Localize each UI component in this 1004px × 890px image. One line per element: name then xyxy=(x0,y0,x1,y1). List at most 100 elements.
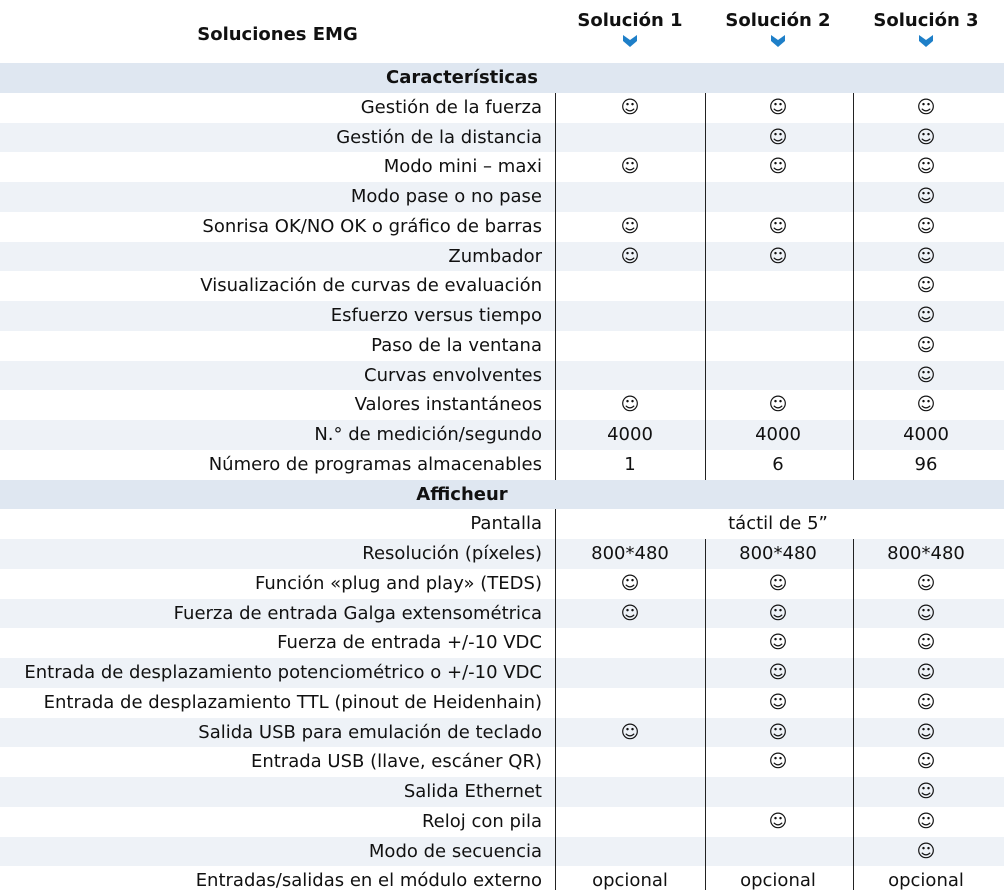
cell: 800*480 xyxy=(887,543,965,564)
column-divider xyxy=(853,717,854,748)
table-row: Visualización de curvas de evaluación ☺ xyxy=(0,271,1004,301)
column-divider xyxy=(705,122,706,153)
cell: ☺ xyxy=(916,840,936,862)
column-divider xyxy=(555,687,556,718)
table-row: Entrada USB (llave, escáner QR) ☺ ☺ xyxy=(0,747,1004,777)
column-divider xyxy=(853,211,854,242)
column-divider xyxy=(705,836,706,867)
cell: ☺ xyxy=(620,156,640,178)
row-label: Valores instantáneos xyxy=(354,394,542,416)
column-divider xyxy=(705,539,706,569)
column-divider xyxy=(705,449,706,480)
column-divider xyxy=(853,420,854,450)
cell: ☺ xyxy=(916,691,936,713)
cell: ☺ xyxy=(916,721,936,743)
column-divider xyxy=(705,598,706,629)
cell: ☺ xyxy=(916,632,936,654)
row-label: Resolución (píxeles) xyxy=(362,543,542,564)
cell: ☺ xyxy=(916,334,936,356)
cell: 4000 xyxy=(607,424,653,445)
row-label: Visualización de curvas de evaluación xyxy=(200,275,542,297)
column-divider xyxy=(555,420,556,450)
cell: opcional xyxy=(592,870,668,890)
cell: ☺ xyxy=(620,245,640,267)
column-divider xyxy=(705,390,706,420)
cell: ☺ xyxy=(916,186,936,207)
column-divider xyxy=(853,628,854,658)
column-divider xyxy=(705,628,706,658)
column-divider xyxy=(705,211,706,242)
cell: ☺ xyxy=(916,305,936,326)
column-divider xyxy=(853,777,854,807)
column-header: Solución 2 xyxy=(704,0,852,60)
column-divider xyxy=(555,836,556,867)
column-divider xyxy=(705,330,706,361)
table-row: Entrada de desplazamiento potenciométric… xyxy=(0,658,1004,688)
column-divider xyxy=(705,747,706,777)
row-label: Gestión de la fuerza xyxy=(360,96,542,118)
cell: opcional xyxy=(888,870,964,890)
column-divider xyxy=(555,806,556,837)
column-divider xyxy=(555,92,556,123)
column-divider xyxy=(853,836,854,867)
cell: ☺ xyxy=(916,602,936,624)
cell: ☺ xyxy=(620,602,640,624)
cell: ☺ xyxy=(916,275,936,297)
column-divider xyxy=(853,598,854,629)
column-divider xyxy=(705,687,706,718)
table-row: Gestión de la distancia ☺ ☺ xyxy=(0,122,1004,153)
cell: ☺ xyxy=(916,662,936,683)
column-divider xyxy=(705,92,706,123)
row-label: N.° de medición/segundo xyxy=(314,424,542,445)
column-divider xyxy=(853,92,854,123)
column-divider xyxy=(555,241,556,272)
column-divider xyxy=(555,539,556,569)
cell: ☺ xyxy=(768,215,788,237)
column-divider xyxy=(853,301,854,331)
table-row: Número de programas almacenables 1 6 96 xyxy=(0,449,1004,480)
column-header: Solución 3 xyxy=(852,0,1000,60)
column-divider xyxy=(853,182,854,212)
cell: ☺ xyxy=(620,96,640,118)
cell: 800*480 xyxy=(739,543,817,564)
table-row: Fuerza de entrada +/-10 VDC ☺ ☺ xyxy=(0,628,1004,658)
column-divider xyxy=(853,747,854,777)
row-label: Función «plug and play» (TEDS) xyxy=(254,572,542,594)
row-label: Curvas envolventes xyxy=(364,364,542,386)
column-divider xyxy=(705,182,706,212)
cell: ☺ xyxy=(916,126,936,148)
table-row: Entrada de desplazamiento TTL (pinout de… xyxy=(0,687,1004,718)
cell: ☺ xyxy=(768,394,788,416)
table-row: Entradas/salidas en el módulo externo opc… xyxy=(0,866,1004,890)
row-label: Entradas/salidas en el módulo externo xyxy=(195,870,542,890)
cell: 6 xyxy=(772,453,784,475)
row-label: Modo mini – maxi xyxy=(383,156,542,178)
table-row: Fuerza de entrada Galga extensométrica ☺ ☺… xyxy=(0,598,1004,629)
column-divider xyxy=(853,122,854,153)
cell: ☺ xyxy=(916,156,936,178)
row-label: Pantalla xyxy=(470,513,542,535)
column-divider xyxy=(705,241,706,272)
table-row: Zumbador ☺ ☺ ☺ xyxy=(0,241,1004,272)
cell: táctil de 5” xyxy=(728,513,828,535)
column-divider xyxy=(555,271,556,301)
column-divider xyxy=(555,390,556,420)
row-label: Fuerza de entrada Galga extensométrica xyxy=(173,602,542,624)
cell: ☺ xyxy=(916,810,936,832)
table-row: Curvas envolventes ☺ xyxy=(0,360,1004,391)
cell: ☺ xyxy=(768,751,788,773)
table-row: Reloj con pila ☺ ☺ xyxy=(0,806,1004,837)
column-divider xyxy=(705,271,706,301)
row-label: Entrada de desplazamiento potenciométric… xyxy=(24,662,542,683)
table-row: Función «plug and play» (TEDS) ☺ ☺ ☺ xyxy=(0,568,1004,599)
column-divider xyxy=(853,152,854,182)
cell: ☺ xyxy=(916,96,936,118)
column-divider xyxy=(853,360,854,391)
cell: ☺ xyxy=(768,632,788,654)
row-label: Salida USB para emulación de teclado xyxy=(198,721,542,743)
row-label: Modo pase o no pase xyxy=(350,186,542,207)
column-divider xyxy=(853,568,854,599)
table-row: Paso de la ventana ☺ xyxy=(0,330,1004,361)
row-label: Zumbador xyxy=(448,245,542,267)
column-divider xyxy=(555,122,556,153)
